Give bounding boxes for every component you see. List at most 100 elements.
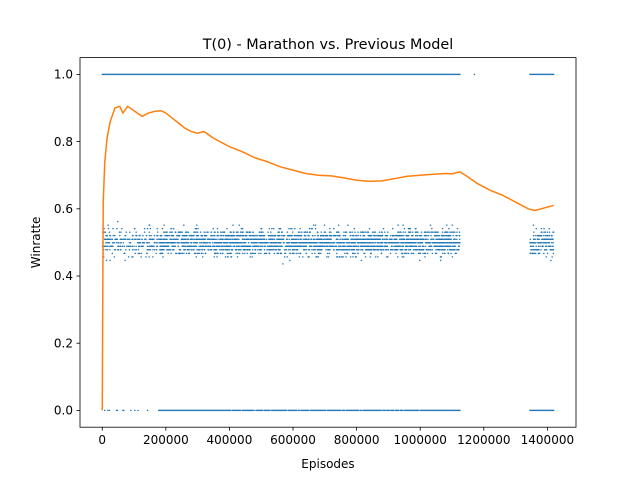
- scatter-point: [118, 245, 120, 248]
- scatter-point: [300, 238, 302, 240]
- scatter-point: [384, 249, 387, 251]
- scatter-point: [233, 234, 236, 237]
- scatter-point: [277, 245, 279, 248]
- scatter-point: [552, 238, 554, 240]
- scatter-point: [178, 252, 181, 255]
- scatter-point: [546, 245, 548, 248]
- scatter-point: [273, 241, 276, 244]
- scatter-point: [179, 231, 182, 233]
- scatter-point: [132, 249, 134, 251]
- scatter-point: [163, 224, 165, 226]
- scatter-point: [134, 249, 136, 251]
- scatter-point: [548, 241, 551, 244]
- scatter-point: [114, 234, 116, 237]
- scatter-point: [387, 249, 390, 251]
- scatter-point: [127, 245, 129, 248]
- scatter-point: [123, 238, 126, 240]
- scatter-point: [316, 231, 319, 233]
- scatter-point: [143, 231, 146, 233]
- scatter-point: [169, 241, 172, 244]
- scatter-point: [267, 245, 270, 248]
- scatter-point: [212, 238, 215, 240]
- scatter-point: [221, 238, 224, 240]
- scatter-point: [317, 249, 319, 251]
- scatter-point: [197, 227, 199, 230]
- scatter-point: [238, 245, 241, 248]
- scatter-point: [174, 238, 176, 240]
- scatter-point: [103, 409, 106, 412]
- scatter-point: [542, 241, 544, 244]
- scatter-point: [272, 241, 274, 244]
- scatter-point: [231, 238, 233, 240]
- scatter-point: [333, 227, 335, 230]
- scatter-point: [165, 234, 167, 237]
- scatter-point: [444, 241, 446, 244]
- scatter-point: [113, 241, 115, 244]
- scatter-point: [359, 245, 362, 248]
- scatter-point: [169, 249, 171, 251]
- scatter-point: [346, 249, 349, 251]
- scatter-point: [180, 252, 182, 255]
- scatter-point: [195, 256, 197, 258]
- scatter-point: [415, 245, 418, 248]
- y-tick-label: 0.8: [54, 135, 73, 149]
- scatter-point: [540, 241, 543, 244]
- scatter-point: [274, 245, 277, 248]
- scatter-point: [290, 238, 293, 240]
- scatter-point: [162, 256, 164, 258]
- scatter-point: [424, 231, 427, 233]
- scatter-point: [368, 227, 371, 230]
- scatter-point: [308, 238, 310, 240]
- scatter-point: [260, 231, 263, 233]
- scatter-point: [347, 241, 349, 244]
- scatter-point: [127, 256, 130, 258]
- scatter-point: [357, 252, 359, 255]
- scatter-point: [112, 227, 114, 230]
- scatter-point: [171, 245, 174, 248]
- scatter-point: [427, 249, 429, 251]
- x-tick-label: 1200000: [457, 433, 510, 447]
- scatter-point: [533, 241, 536, 244]
- scatter-point: [314, 234, 316, 237]
- scatter-point: [163, 231, 165, 233]
- scatter-point: [459, 409, 461, 412]
- y-tick-label: 0.4: [54, 269, 73, 283]
- scatter-point: [304, 231, 307, 233]
- scatter-point: [293, 245, 296, 248]
- scatter-point: [142, 234, 144, 237]
- scatter-point: [292, 245, 294, 248]
- scatter-point: [349, 256, 352, 258]
- scatter-point: [360, 259, 363, 262]
- scatter-point: [292, 238, 294, 240]
- scatter-point: [124, 252, 126, 255]
- scatter-point: [407, 227, 410, 230]
- scatter-point: [299, 227, 301, 230]
- scatter-point: [351, 231, 353, 233]
- scatter-point: [170, 252, 172, 255]
- scatter-point: [368, 245, 371, 248]
- scatter-point: [268, 249, 271, 251]
- scatter-point: [254, 409, 256, 412]
- scatter-point: [397, 409, 400, 412]
- scatter-point: [420, 231, 423, 233]
- scatter-point: [336, 241, 339, 244]
- scatter-point: [285, 241, 288, 244]
- scatter-point: [405, 234, 408, 237]
- scatter-point: [273, 252, 276, 255]
- scatter-point: [195, 227, 198, 230]
- scatter-point: [424, 241, 427, 244]
- scatter-point: [135, 245, 137, 248]
- scatter-point: [435, 249, 437, 251]
- scatter-point: [532, 224, 535, 226]
- scatter-point: [330, 241, 333, 244]
- scatter-point: [250, 245, 252, 248]
- scatter-point: [422, 245, 424, 248]
- scatter-point: [543, 227, 545, 230]
- scatter-point: [263, 249, 266, 251]
- scatter-point: [178, 234, 181, 237]
- scatter-point: [151, 238, 154, 240]
- scatter-point: [387, 241, 389, 244]
- scatter-point: [417, 249, 419, 251]
- scatter-point: [388, 241, 390, 244]
- scatter-point: [287, 234, 290, 237]
